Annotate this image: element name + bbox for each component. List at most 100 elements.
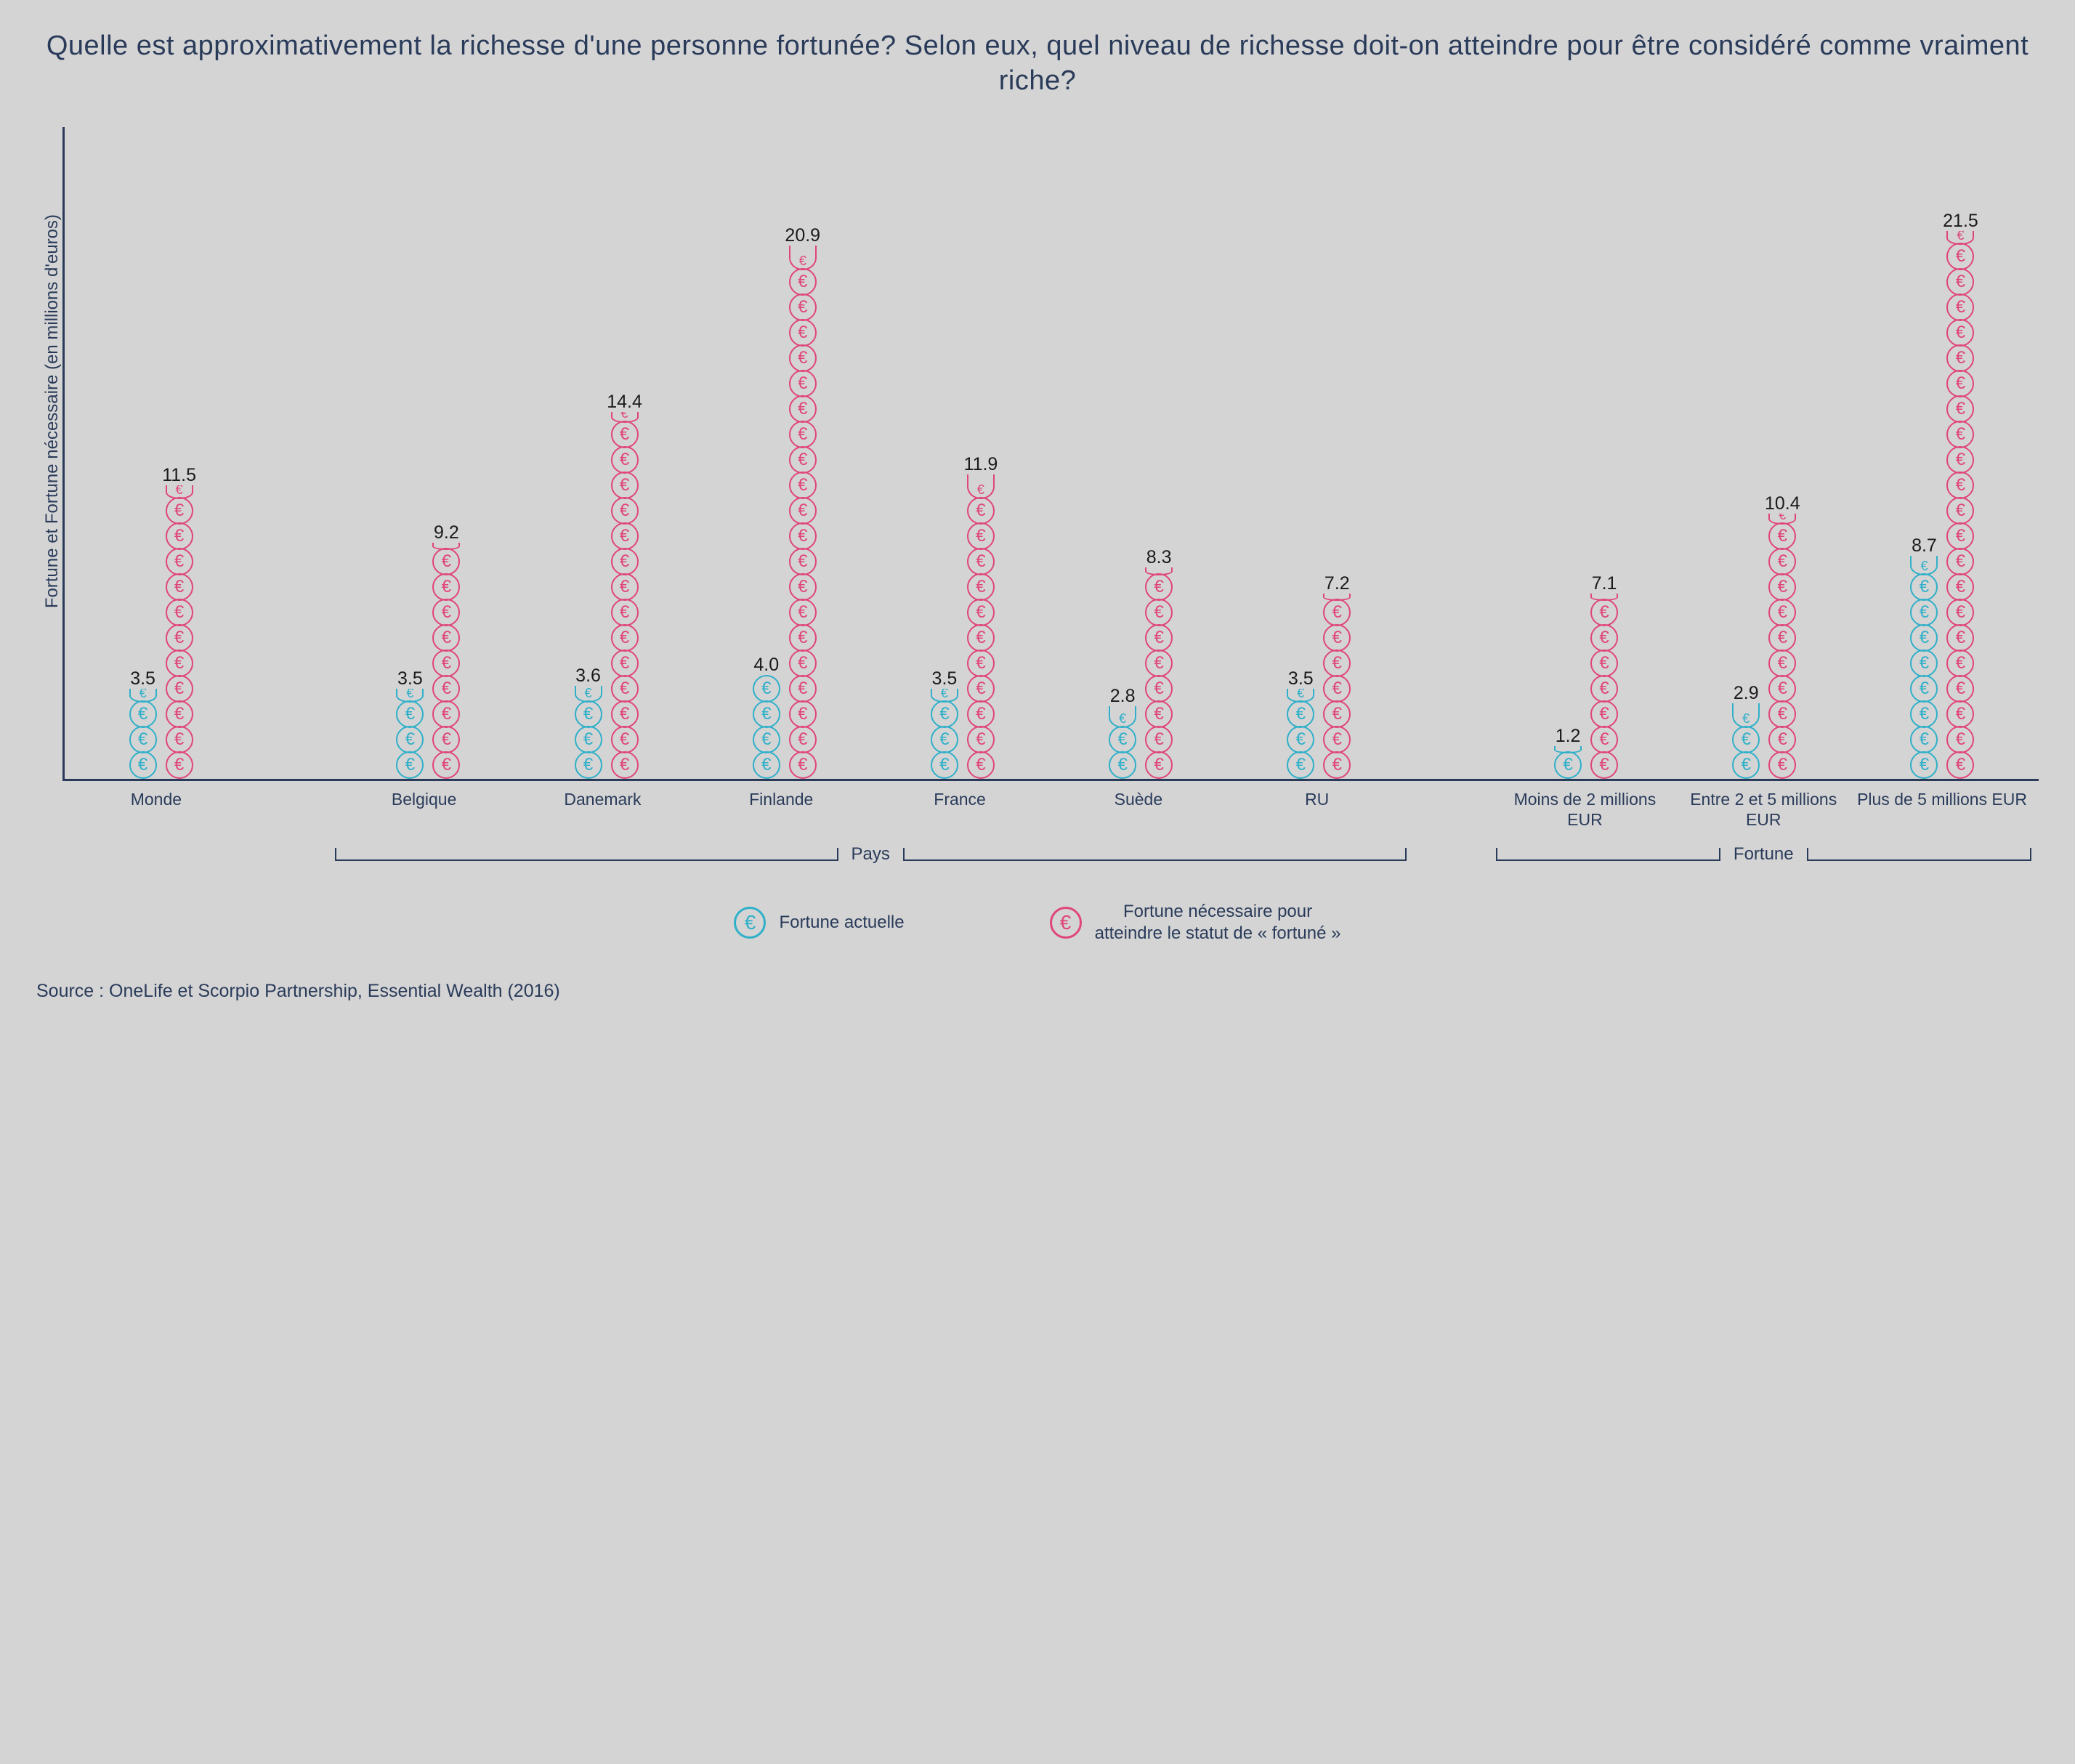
x-label-france: France — [870, 790, 1049, 830]
section-label-pays: Pays — [838, 844, 903, 865]
euro-coin-icon: € — [734, 907, 766, 939]
euro-coin-icon: € — [967, 675, 995, 703]
value-label: 9.2 — [434, 522, 459, 543]
euro-coin-icon: € — [1323, 751, 1351, 779]
euro-coin-icon: € — [611, 675, 639, 703]
x-label-monde: Monde — [67, 790, 246, 830]
euro-coin-icon: € — [1109, 751, 1136, 779]
chart-area: Fortune et Fortune nécessaire (en millio… — [36, 127, 2039, 781]
bar-group-france: 3.5€€€€11.9€€€€€€€€€€€€ — [873, 454, 1051, 779]
section-brackets: Pays Fortune — [60, 844, 2039, 865]
euro-coin-icon: € — [789, 599, 817, 626]
euro-coin-icon: € — [1768, 522, 1796, 550]
euro-coin-icon: € — [753, 675, 780, 703]
value-label: 3.5 — [1288, 668, 1314, 689]
euro-coin-icon: € — [166, 522, 193, 550]
euro-coin-icon: € — [1946, 726, 1974, 753]
euro-coin-icon: € — [789, 624, 817, 652]
euro-coin-icon: € — [1946, 624, 1974, 652]
euro-coin-icon: € — [611, 624, 639, 652]
euro-coin-icon: € — [1554, 751, 1582, 779]
euro-coin-icon: € — [1145, 573, 1173, 601]
x-label-2to5: Entre 2 et 5 millions EUR — [1674, 790, 1853, 830]
section-label-fortune: Fortune — [1720, 844, 1807, 865]
euro-coin-icon: € — [1946, 395, 1974, 423]
euro-coin-icon: € — [1590, 700, 1618, 728]
euro-coin-icon: € — [1910, 556, 1938, 575]
euro-coin-icon: € — [575, 726, 602, 753]
euro-coin-icon: € — [611, 700, 639, 728]
euro-coin-icon: € — [789, 650, 817, 677]
euro-coin-icon: € — [575, 751, 602, 779]
euro-coin-icon: € — [753, 726, 780, 753]
section-bracket-fortune: Fortune — [1496, 844, 2031, 865]
euro-coin-icon: € — [931, 751, 958, 779]
euro-coin-icon: € — [789, 446, 817, 474]
euro-coin-icon: € — [166, 548, 193, 575]
euro-coin-icon: € — [611, 522, 639, 550]
euro-coin-icon: € — [432, 700, 460, 728]
euro-coin-icon: € — [611, 446, 639, 474]
bar-group-ru: 3.5€€€€7.2€€€€€€€ — [1230, 573, 1408, 779]
euro-coin-icon: € — [166, 497, 193, 525]
euro-coin-icon: € — [1946, 344, 1974, 372]
euro-coin-icon: € — [1732, 703, 1760, 728]
euro-coin-icon: € — [789, 395, 817, 423]
euro-coin-icon: € — [1946, 548, 1974, 575]
euro-coin-icon: € — [129, 700, 157, 728]
euro-coin-icon: € — [1946, 522, 1974, 550]
euro-coin-icon: € — [1323, 599, 1351, 626]
euro-coin-icon: € — [1946, 319, 1974, 347]
euro-coin-icon: € — [789, 246, 817, 270]
euro-coin-icon: € — [1946, 751, 1974, 779]
euro-coin-icon: € — [789, 370, 817, 397]
euro-coin-icon: € — [1768, 700, 1796, 728]
euro-coin-icon: € — [1910, 624, 1938, 652]
x-label-finlande: Finlande — [692, 790, 870, 830]
euro-coin-icon: € — [753, 700, 780, 728]
euro-coin-icon: € — [611, 472, 639, 499]
euro-coin-icon: € — [1323, 650, 1351, 677]
plot-area: 3.5€€€€11.5€€€€€€€€€€€€3.5€€€€9.2€€€€€€€… — [62, 127, 2039, 781]
euro-coin-icon: € — [1946, 268, 1974, 296]
euro-coin-icon: € — [1946, 650, 1974, 677]
euro-coin-icon: € — [967, 624, 995, 652]
euro-coin-icon: € — [1287, 751, 1314, 779]
euro-coin-icon: € — [967, 751, 995, 779]
euro-coin-icon: € — [432, 650, 460, 677]
euro-coin-icon: € — [1768, 675, 1796, 703]
euro-coin-icon: € — [967, 548, 995, 575]
euro-coin-icon: € — [1768, 624, 1796, 652]
euro-coin-icon: € — [1910, 726, 1938, 753]
euro-coin-icon: € — [1946, 446, 1974, 474]
euro-coin-icon: € — [931, 726, 958, 753]
euro-coin-icon: € — [1323, 726, 1351, 753]
value-label: 11.5 — [162, 465, 196, 486]
euro-coin-icon: € — [432, 624, 460, 652]
euro-coin-icon: € — [1145, 751, 1173, 779]
bar-group-finlande: 4.0€€€€20.9€€€€€€€€€€€€€€€€€€€€€ — [695, 225, 873, 779]
euro-coin-icon: € — [967, 497, 995, 525]
euro-coin-icon: € — [432, 548, 460, 575]
euro-coin-icon: € — [432, 726, 460, 753]
euro-coin-icon: € — [166, 573, 193, 601]
euro-coin-icon: € — [789, 344, 817, 372]
euro-coin-icon: € — [611, 421, 639, 448]
bar-group-lt2: 1.2€7.1€€€€€€€ — [1497, 573, 1675, 779]
euro-coin-icon: € — [396, 726, 424, 753]
euro-coin-icon: € — [1768, 573, 1796, 601]
x-label-gt5: Plus de 5 millions EUR — [1853, 790, 2031, 830]
euro-coin-icon: € — [1145, 726, 1173, 753]
euro-coin-icon: € — [1910, 700, 1938, 728]
euro-coin-icon: € — [1768, 650, 1796, 677]
legend-label-actual: Fortune actuelle — [779, 912, 904, 934]
euro-coin-icon: € — [1590, 751, 1618, 779]
bar-group-danemark: 3.6€€€€14.4€€€€€€€€€€€€€€€ — [517, 392, 695, 779]
euro-coin-icon: € — [166, 726, 193, 753]
x-label-ru: RU — [1228, 790, 1407, 830]
value-label: 14.4 — [607, 392, 642, 413]
euro-coin-icon: € — [611, 497, 639, 525]
euro-coin-icon: € — [611, 751, 639, 779]
euro-coin-icon: € — [611, 726, 639, 753]
x-label-suede: Suède — [1049, 790, 1228, 830]
